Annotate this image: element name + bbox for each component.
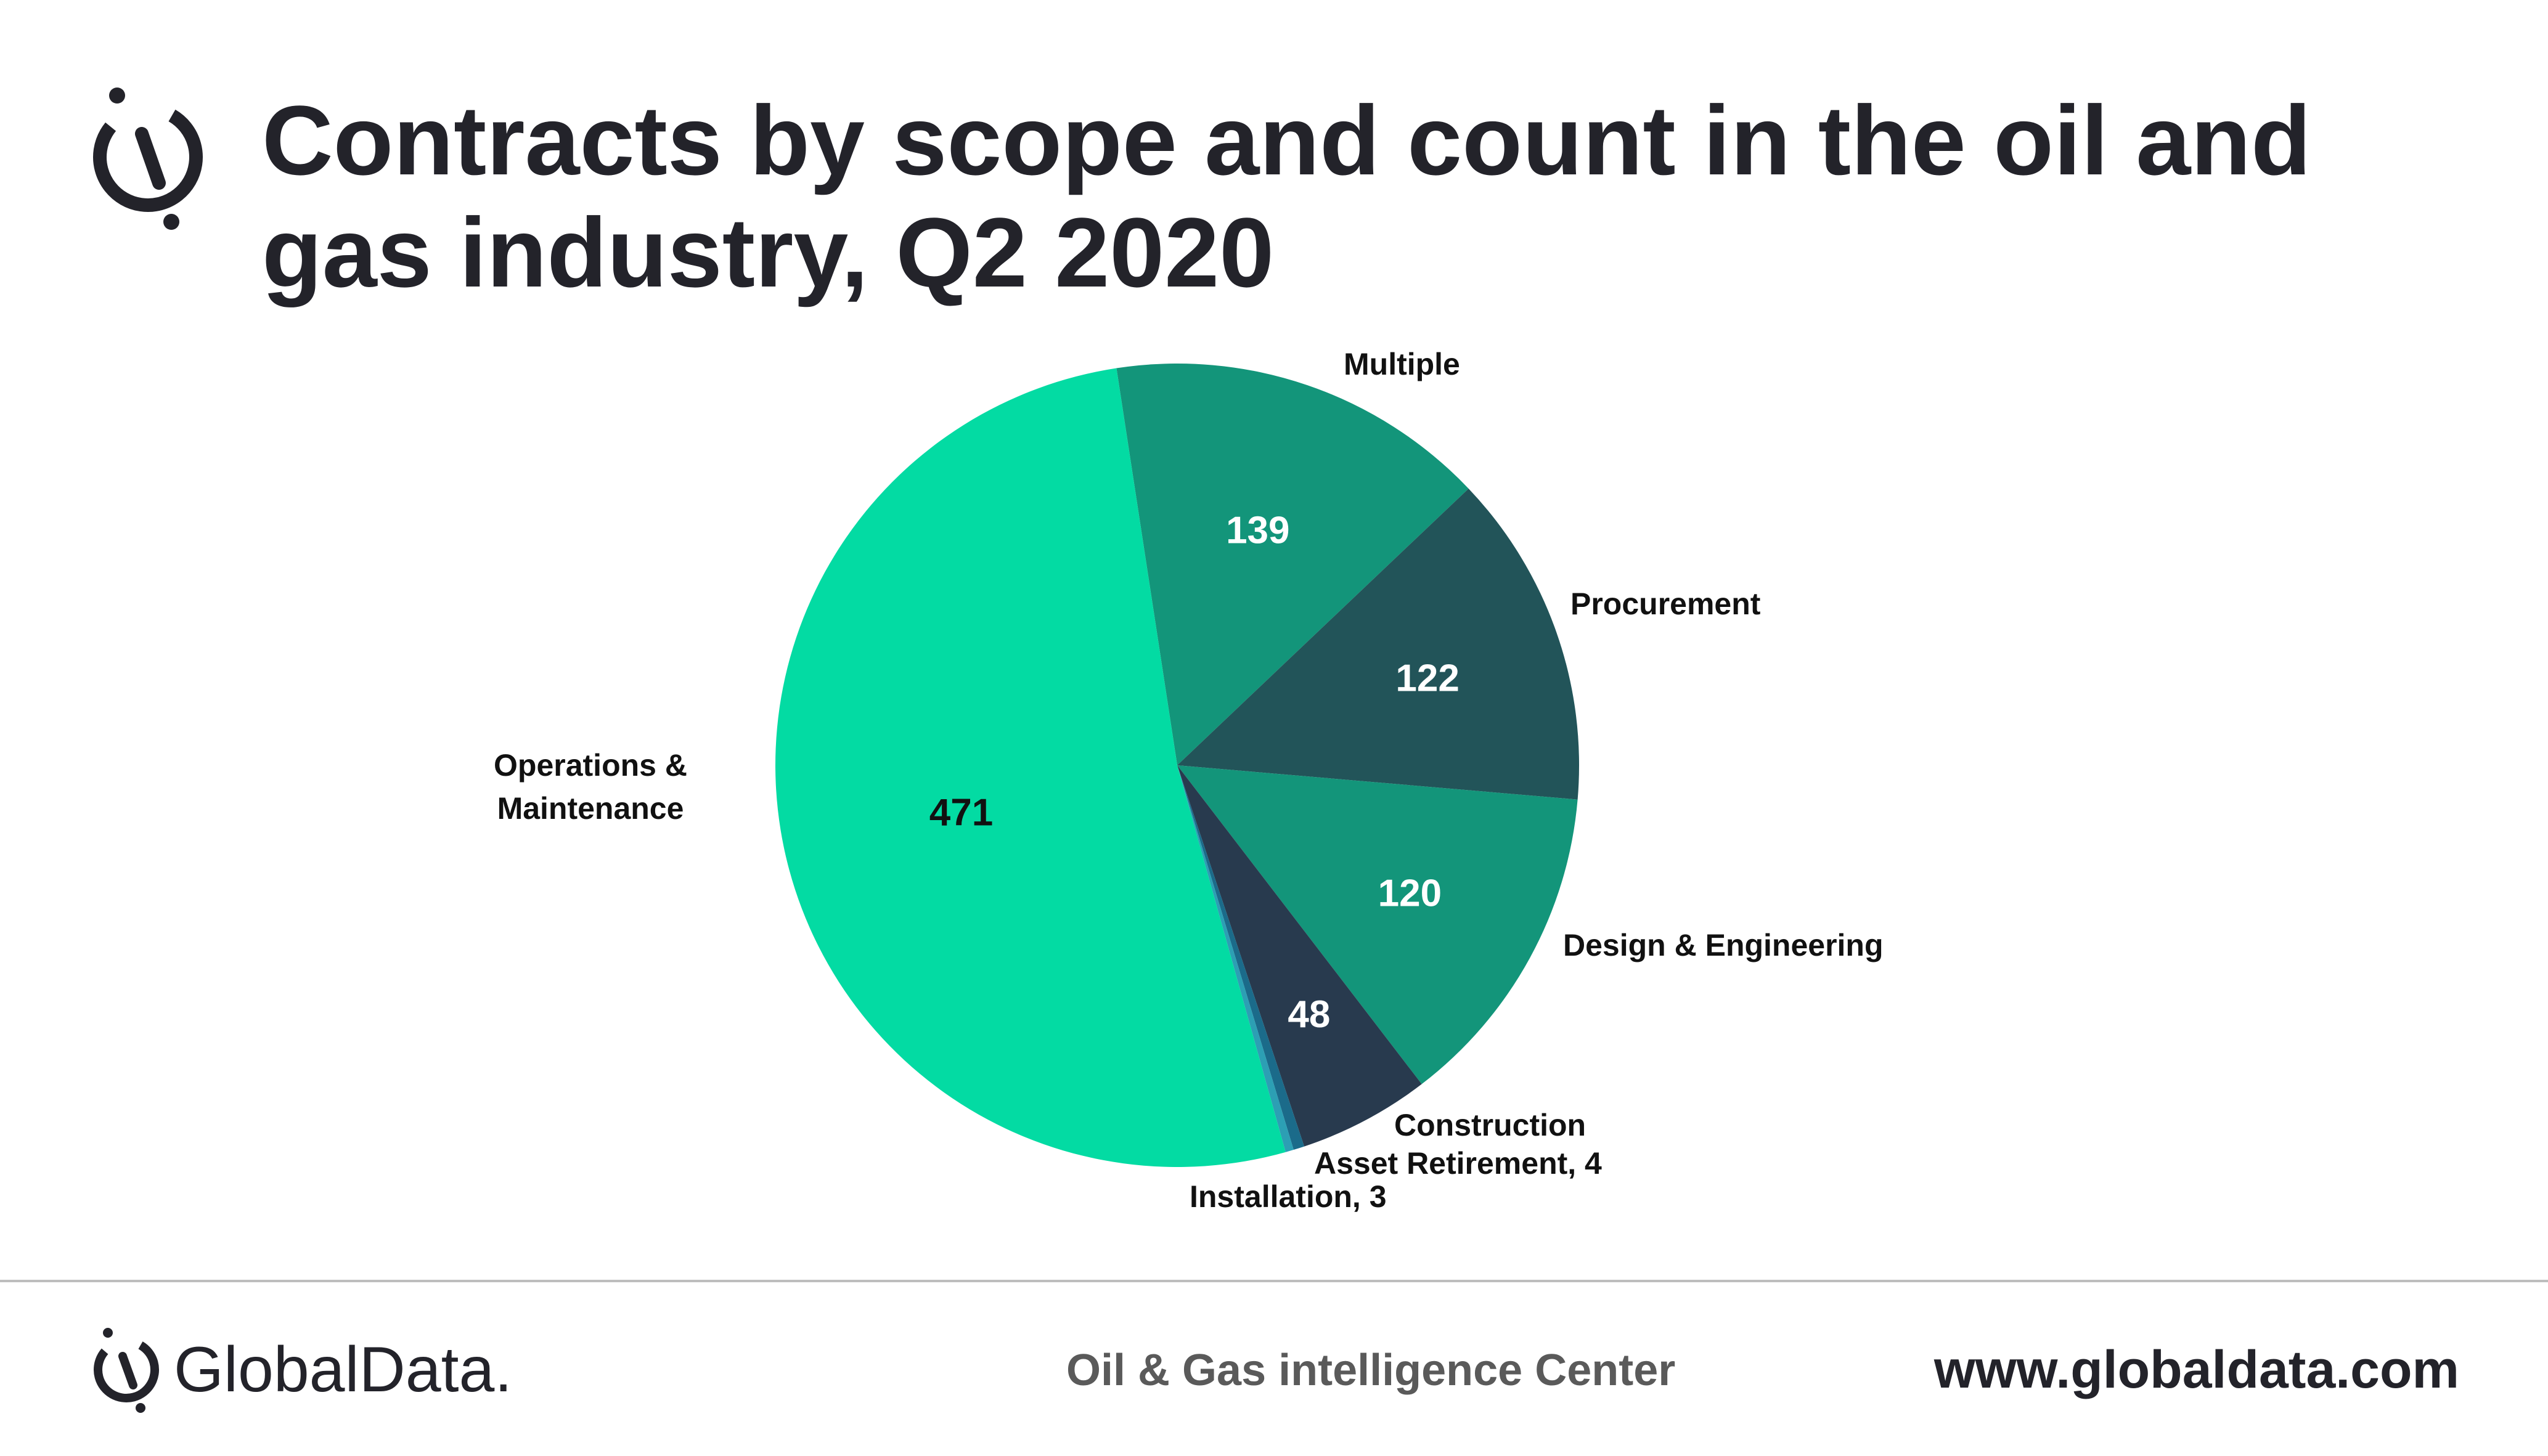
pie-chart: 139 Multiple 122 Procurement 120 Design & Eng… [494, 347, 1883, 1214]
header-logo-icon [93, 87, 203, 230]
category-label-installation: Installation, 3 [1190, 1179, 1387, 1214]
value-label-design-engineering: 120 [1378, 872, 1442, 915]
category-label-construction: Construction [1394, 1108, 1586, 1142]
value-label-operations-maintenance: 471 [929, 792, 993, 834]
category-label-design-engineering: Design & Engineering [1563, 928, 1884, 962]
category-label-procurement: Procurement [1570, 587, 1761, 621]
pie-slice-procurement [1177, 488, 1579, 800]
chart-title-line-1: Contracts by scope and count in the oil … [262, 85, 2311, 195]
category-label-operations-maintenance: Operations & Maintenance [494, 748, 687, 826]
pie-slice-asset-retirement [1177, 765, 1305, 1150]
footer-brand-name: GlobalData. [174, 1334, 512, 1405]
footer-url: www.globaldata.com [1933, 1340, 2459, 1399]
category-label-asset-retirement: Asset Retirement, 4 [1314, 1146, 1602, 1181]
value-label-multiple: 139 [1226, 510, 1289, 552]
pie-slice-design-engineering [1177, 765, 1578, 1084]
footer-center-text: Oil & Gas intelligence Center [1066, 1346, 1675, 1395]
pie-slice-multiple [1116, 363, 1469, 765]
footer-logo-icon [94, 1328, 159, 1413]
pie-slice-operations-maintenance [775, 368, 1286, 1167]
pie-slice-construction [1177, 765, 1422, 1147]
category-label-multiple: Multiple [1344, 347, 1460, 381]
pie-slice-installation [1177, 765, 1294, 1152]
chart-title-line-2: gas industry, Q2 2020 [262, 197, 1274, 307]
value-label-procurement: 122 [1395, 657, 1459, 700]
value-label-construction: 48 [1288, 993, 1330, 1036]
